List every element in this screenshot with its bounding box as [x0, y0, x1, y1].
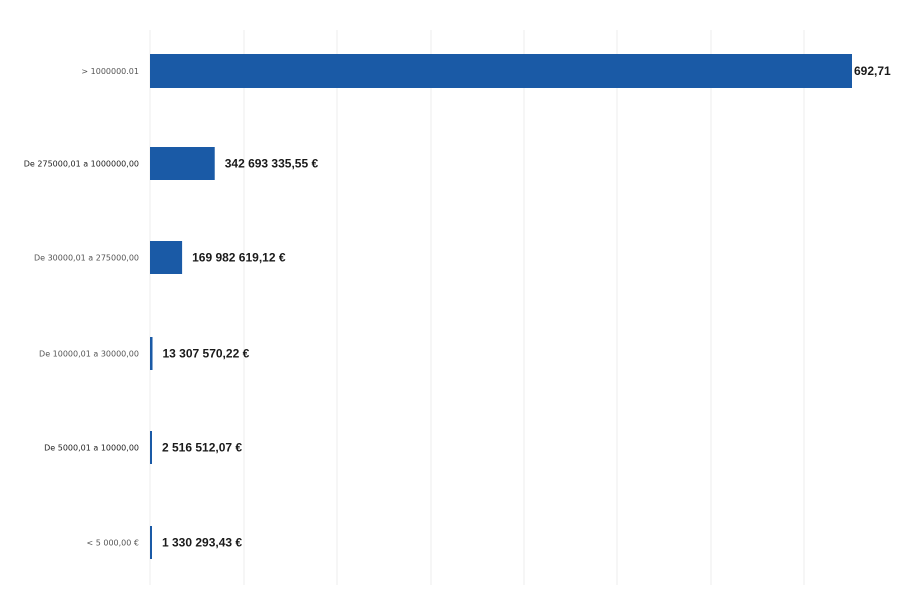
data-label: 692,71 [854, 64, 891, 78]
category-label: De 5000,01 a 10000,00 [44, 444, 139, 453]
data-label: 2 516 512,07 € [162, 441, 242, 455]
bar [150, 337, 153, 370]
data-label: 342 693 335,55 € [225, 157, 319, 171]
bar [150, 54, 852, 88]
bar [150, 431, 152, 464]
category-label: < 5 000,00 € [86, 539, 139, 548]
category-label: De 30000,01 a 275000,00 [34, 254, 139, 263]
bar [150, 241, 183, 274]
category-label: De 275000,01 a 1000000,00 [24, 160, 139, 169]
data-label: 169 982 619,12 € [192, 251, 286, 265]
data-label: 1 330 293,43 € [162, 536, 242, 550]
grid-lines [149, 30, 805, 585]
bar [150, 147, 215, 180]
category-label: De 10000,01 a 30000,00 [39, 350, 139, 359]
category-label: > 1000000.01 [81, 67, 139, 76]
bar [150, 526, 152, 559]
labels: > 1000000.01 692,71 De 275000,01 a 1000000… [24, 64, 891, 550]
bars [150, 54, 852, 559]
data-label: 13 307 570,22 € [163, 347, 250, 361]
